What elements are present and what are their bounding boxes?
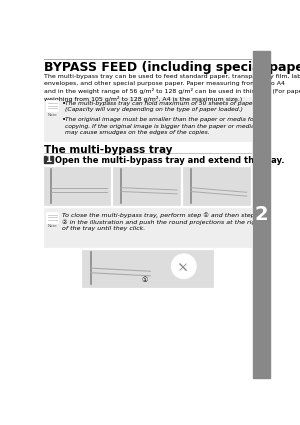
Bar <box>46 212 58 223</box>
Bar <box>44 97 251 141</box>
Bar <box>44 156 53 164</box>
Bar <box>44 167 110 205</box>
Text: Note: Note <box>47 113 57 116</box>
Text: Open the multi-bypass tray and extend the tray.: Open the multi-bypass tray and extend th… <box>55 156 285 165</box>
Text: To close the multi-bypass tray, perform step ① and then step
② in the illustrati: To close the multi-bypass tray, perform … <box>62 212 262 231</box>
Bar <box>44 208 251 246</box>
Text: The original image must be smaller than the paper or media for
copying. If the o: The original image must be smaller than … <box>65 117 270 135</box>
Bar <box>253 51 270 378</box>
Bar <box>113 167 180 205</box>
Text: The multi-bypass tray: The multi-bypass tray <box>44 145 172 155</box>
Text: The multi-bypass tray can hold maximum of 50 sheets of paper.
(Capacity will var: The multi-bypass tray can hold maximum o… <box>65 101 257 113</box>
Bar <box>46 100 58 111</box>
Text: 1: 1 <box>45 155 52 164</box>
Bar <box>183 167 250 205</box>
Text: Note: Note <box>47 224 57 228</box>
Text: •: • <box>62 101 66 107</box>
Text: The multi-bypass tray can be used to feed standard paper, transparency film, lab: The multi-bypass tray can be used to fee… <box>44 74 300 102</box>
Circle shape <box>171 254 196 279</box>
Bar <box>82 249 213 286</box>
Text: ①: ① <box>142 278 148 283</box>
Text: BYPASS FEED (including special paper): BYPASS FEED (including special paper) <box>44 61 300 74</box>
Text: 2: 2 <box>255 205 268 224</box>
Text: •: • <box>62 117 66 123</box>
